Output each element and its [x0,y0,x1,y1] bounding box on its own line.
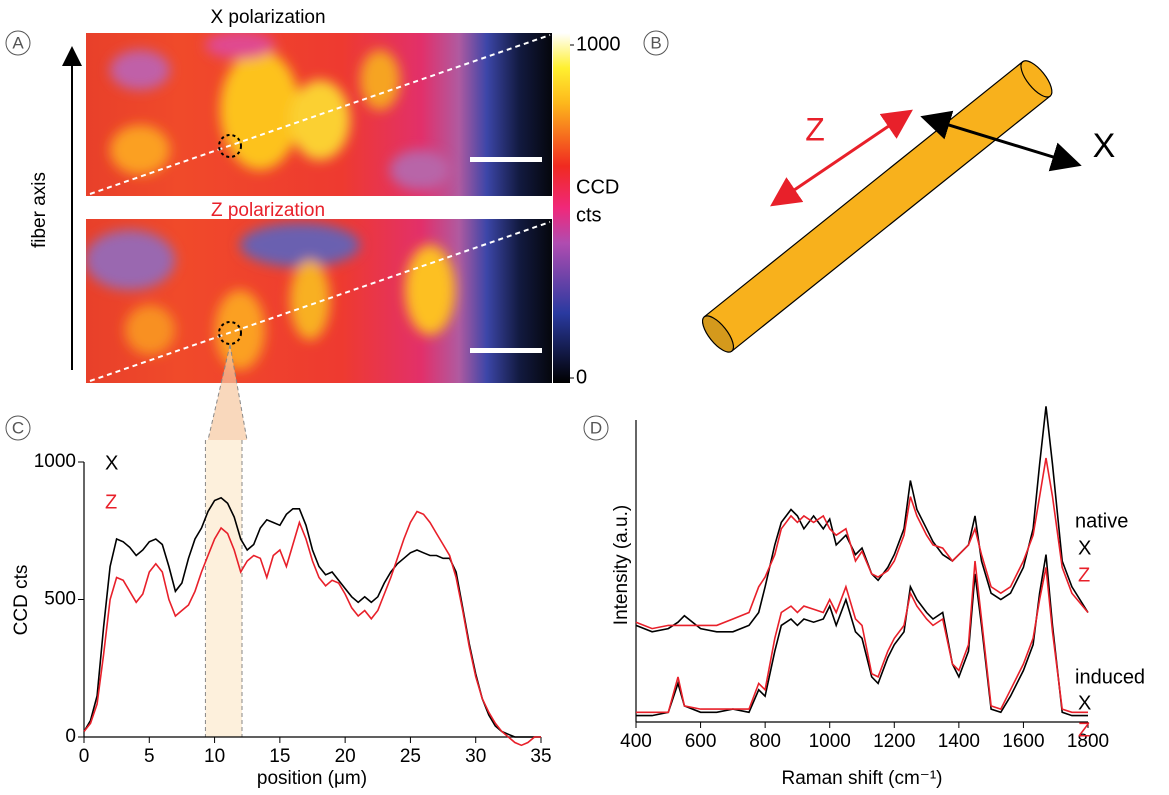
legend-label: X [1078,537,1091,559]
heatmap-x [86,33,552,196]
colorbar [553,33,570,383]
legend-label: Z [105,491,117,513]
y-tick-label: 500 [44,589,76,610]
fiber-cylinder [701,60,1053,353]
group-label: native [1075,510,1128,532]
panel-label: B [650,33,661,52]
y-tick-label: 0 [65,726,76,747]
y-tick-label: 1000 [34,451,76,472]
series-line [636,554,1088,717]
colorbar-label: cts [576,204,602,226]
x-tick-label: 400 [620,731,652,752]
series-line [83,510,541,747]
colorbar-tick-label: 0 [576,366,587,388]
x-tick-label: 1400 [938,731,980,752]
legend-label: Z [1078,564,1090,586]
x-tick-label: 25 [400,746,421,767]
x-tick-label: 0 [79,746,90,767]
polarization-label: Z [805,111,825,147]
polarization-label: X [1093,127,1116,165]
zoom-cone-edge [207,344,231,441]
heatmap-title: X polarization [210,7,325,28]
panel-label: A [12,33,24,52]
x-tick-label: 15 [269,746,290,767]
legend-label: X [105,452,118,474]
x-tick-label: 1200 [873,731,915,752]
legend-label: Z [1078,719,1090,741]
group-label: induced [1075,666,1145,688]
x-tick-label: 5 [144,746,155,767]
x-axis-title: Raman shift (cm⁻¹) [782,768,943,789]
y-axis-title: CCD cts [11,565,32,636]
heatmap-z [86,219,552,383]
heatmap-title: Z polarization [211,200,325,221]
series-line [635,457,1089,630]
colorbar-label: CCD [576,176,619,198]
x-tick-label: 10 [204,746,225,767]
x-axis-title: position (μm) [257,768,367,789]
x-tick-label: 1800 [1067,731,1109,752]
panel-label: C [12,418,24,437]
series-line [636,560,1088,714]
series-line [83,496,541,738]
highlight-band [205,440,242,737]
zoom-cone-edge [229,344,248,441]
x-tick-label: 35 [530,746,551,767]
panel-label-circle [643,30,669,56]
x-tick-label: 1600 [1002,731,1044,752]
panel-label-circle [5,415,31,441]
x-tick-label: 800 [749,731,781,752]
x-arrow [920,110,1082,172]
x-tick-label: 1000 [809,731,851,752]
panel-label-circle [583,415,609,441]
panel-label-circle [5,30,31,56]
panel-label: D [590,418,602,437]
colorbar-tick-label: 1000 [576,33,621,55]
x-tick-label: 30 [465,746,486,767]
series-line [635,406,1089,633]
y-axis-title: Intensity (a.u.) [611,505,632,625]
zoom-cone [208,345,247,440]
z-arrow [770,109,913,207]
x-tick-label: 600 [685,731,717,752]
axis-label: fiber axis [29,172,50,248]
legend-label: X [1078,692,1091,714]
x-tick-label: 20 [335,746,356,767]
